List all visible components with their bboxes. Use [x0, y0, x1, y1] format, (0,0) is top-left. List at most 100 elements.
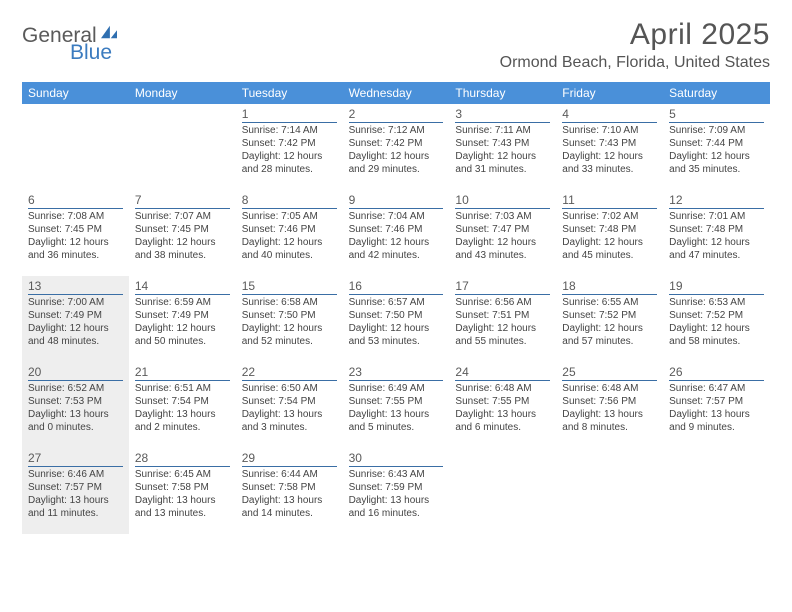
day-cell: 16Sunrise: 6:57 AMSunset: 7:50 PMDayligh…: [343, 276, 450, 362]
sunset-text: Sunset: 7:43 PM: [455, 137, 550, 150]
week-row: 6Sunrise: 7:08 AMSunset: 7:45 PMDaylight…: [22, 190, 770, 276]
day-number: 11: [562, 193, 657, 209]
daylight-text: Daylight: 12 hours and 58 minutes.: [669, 322, 764, 348]
sunset-text: Sunset: 7:46 PM: [349, 223, 444, 236]
day-cell: 6Sunrise: 7:08 AMSunset: 7:45 PMDaylight…: [22, 190, 129, 276]
day-header: Saturday: [663, 82, 770, 104]
day-info: Sunrise: 6:48 AMSunset: 7:56 PMDaylight:…: [562, 382, 657, 434]
sunrise-text: Sunrise: 6:56 AM: [455, 296, 550, 309]
day-cell: 1Sunrise: 7:14 AMSunset: 7:42 PMDaylight…: [236, 104, 343, 190]
daylight-text: Daylight: 12 hours and 38 minutes.: [135, 236, 230, 262]
day-number: 14: [135, 279, 230, 295]
day-info: Sunrise: 6:44 AMSunset: 7:58 PMDaylight:…: [242, 468, 337, 520]
week-row: 27Sunrise: 6:46 AMSunset: 7:57 PMDayligh…: [22, 448, 770, 534]
day-number: 6: [28, 193, 123, 209]
week-row: 1Sunrise: 7:14 AMSunset: 7:42 PMDaylight…: [22, 104, 770, 190]
sunset-text: Sunset: 7:49 PM: [135, 309, 230, 322]
sunrise-text: Sunrise: 6:46 AM: [28, 468, 123, 481]
day-cell: 25Sunrise: 6:48 AMSunset: 7:56 PMDayligh…: [556, 362, 663, 448]
day-info: Sunrise: 7:14 AMSunset: 7:42 PMDaylight:…: [242, 124, 337, 176]
sunrise-text: Sunrise: 6:55 AM: [562, 296, 657, 309]
sunrise-text: Sunrise: 6:44 AM: [242, 468, 337, 481]
daylight-text: Daylight: 13 hours and 6 minutes.: [455, 408, 550, 434]
daylight-text: Daylight: 12 hours and 53 minutes.: [349, 322, 444, 348]
day-number: 27: [28, 451, 123, 467]
daylight-text: Daylight: 13 hours and 14 minutes.: [242, 494, 337, 520]
logo: GeneralBlue: [22, 24, 119, 63]
day-number: 15: [242, 279, 337, 295]
sunset-text: Sunset: 7:56 PM: [562, 395, 657, 408]
day-number: 22: [242, 365, 337, 381]
day-cell: 21Sunrise: 6:51 AMSunset: 7:54 PMDayligh…: [129, 362, 236, 448]
sunrise-text: Sunrise: 7:04 AM: [349, 210, 444, 223]
day-info: Sunrise: 6:58 AMSunset: 7:50 PMDaylight:…: [242, 296, 337, 348]
day-cell: [22, 104, 129, 190]
day-number: 25: [562, 365, 657, 381]
day-number: 30: [349, 451, 444, 467]
day-info: Sunrise: 6:56 AMSunset: 7:51 PMDaylight:…: [455, 296, 550, 348]
sunset-text: Sunset: 7:55 PM: [455, 395, 550, 408]
day-info: Sunrise: 7:01 AMSunset: 7:48 PMDaylight:…: [669, 210, 764, 262]
sunrise-text: Sunrise: 6:57 AM: [349, 296, 444, 309]
calendar-page: GeneralBlue April 2025 Ormond Beach, Flo…: [0, 0, 792, 534]
day-number: 13: [28, 279, 123, 295]
sunset-text: Sunset: 7:47 PM: [455, 223, 550, 236]
day-number: 20: [28, 365, 123, 381]
day-number: 24: [455, 365, 550, 381]
daylight-text: Daylight: 12 hours and 48 minutes.: [28, 322, 123, 348]
sunrise-text: Sunrise: 7:05 AM: [242, 210, 337, 223]
daylight-text: Daylight: 12 hours and 43 minutes.: [455, 236, 550, 262]
day-cell: 15Sunrise: 6:58 AMSunset: 7:50 PMDayligh…: [236, 276, 343, 362]
sunset-text: Sunset: 7:50 PM: [349, 309, 444, 322]
day-info: Sunrise: 6:48 AMSunset: 7:55 PMDaylight:…: [455, 382, 550, 434]
sunset-text: Sunset: 7:57 PM: [669, 395, 764, 408]
daylight-text: Daylight: 12 hours and 35 minutes.: [669, 150, 764, 176]
sunset-text: Sunset: 7:50 PM: [242, 309, 337, 322]
daylight-text: Daylight: 13 hours and 2 minutes.: [135, 408, 230, 434]
day-number: 8: [242, 193, 337, 209]
day-number: 19: [669, 279, 764, 295]
day-info: Sunrise: 7:07 AMSunset: 7:45 PMDaylight:…: [135, 210, 230, 262]
day-number: 5: [669, 107, 764, 123]
day-cell: 26Sunrise: 6:47 AMSunset: 7:57 PMDayligh…: [663, 362, 770, 448]
sunrise-text: Sunrise: 6:58 AM: [242, 296, 337, 309]
daylight-text: Daylight: 12 hours and 55 minutes.: [455, 322, 550, 348]
daylight-text: Daylight: 12 hours and 50 minutes.: [135, 322, 230, 348]
sunrise-text: Sunrise: 7:00 AM: [28, 296, 123, 309]
day-cell: 9Sunrise: 7:04 AMSunset: 7:46 PMDaylight…: [343, 190, 450, 276]
day-cell: 11Sunrise: 7:02 AMSunset: 7:48 PMDayligh…: [556, 190, 663, 276]
daylight-text: Daylight: 12 hours and 47 minutes.: [669, 236, 764, 262]
day-cell: 5Sunrise: 7:09 AMSunset: 7:44 PMDaylight…: [663, 104, 770, 190]
daylight-text: Daylight: 12 hours and 28 minutes.: [242, 150, 337, 176]
daylight-text: Daylight: 13 hours and 13 minutes.: [135, 494, 230, 520]
day-cell: 22Sunrise: 6:50 AMSunset: 7:54 PMDayligh…: [236, 362, 343, 448]
day-number: 12: [669, 193, 764, 209]
daylight-text: Daylight: 13 hours and 8 minutes.: [562, 408, 657, 434]
page-title: April 2025: [500, 18, 770, 52]
sunrise-text: Sunrise: 7:10 AM: [562, 124, 657, 137]
day-cell: 29Sunrise: 6:44 AMSunset: 7:58 PMDayligh…: [236, 448, 343, 534]
day-cell: [449, 448, 556, 534]
sunset-text: Sunset: 7:45 PM: [135, 223, 230, 236]
daylight-text: Daylight: 13 hours and 9 minutes.: [669, 408, 764, 434]
sunset-text: Sunset: 7:49 PM: [28, 309, 123, 322]
sunset-text: Sunset: 7:59 PM: [349, 481, 444, 494]
day-cell: 20Sunrise: 6:52 AMSunset: 7:53 PMDayligh…: [22, 362, 129, 448]
day-cell: 27Sunrise: 6:46 AMSunset: 7:57 PMDayligh…: [22, 448, 129, 534]
day-cell: [663, 448, 770, 534]
day-info: Sunrise: 6:51 AMSunset: 7:54 PMDaylight:…: [135, 382, 230, 434]
day-number: 21: [135, 365, 230, 381]
sunset-text: Sunset: 7:54 PM: [135, 395, 230, 408]
day-info: Sunrise: 6:50 AMSunset: 7:54 PMDaylight:…: [242, 382, 337, 434]
sunset-text: Sunset: 7:53 PM: [28, 395, 123, 408]
day-info: Sunrise: 7:05 AMSunset: 7:46 PMDaylight:…: [242, 210, 337, 262]
week-row: 13Sunrise: 7:00 AMSunset: 7:49 PMDayligh…: [22, 276, 770, 362]
day-info: Sunrise: 7:04 AMSunset: 7:46 PMDaylight:…: [349, 210, 444, 262]
day-info: Sunrise: 7:03 AMSunset: 7:47 PMDaylight:…: [455, 210, 550, 262]
sunset-text: Sunset: 7:44 PM: [669, 137, 764, 150]
sunset-text: Sunset: 7:48 PM: [669, 223, 764, 236]
sunset-text: Sunset: 7:54 PM: [242, 395, 337, 408]
day-number: 9: [349, 193, 444, 209]
day-number: 3: [455, 107, 550, 123]
header: GeneralBlue April 2025 Ormond Beach, Flo…: [22, 18, 770, 72]
